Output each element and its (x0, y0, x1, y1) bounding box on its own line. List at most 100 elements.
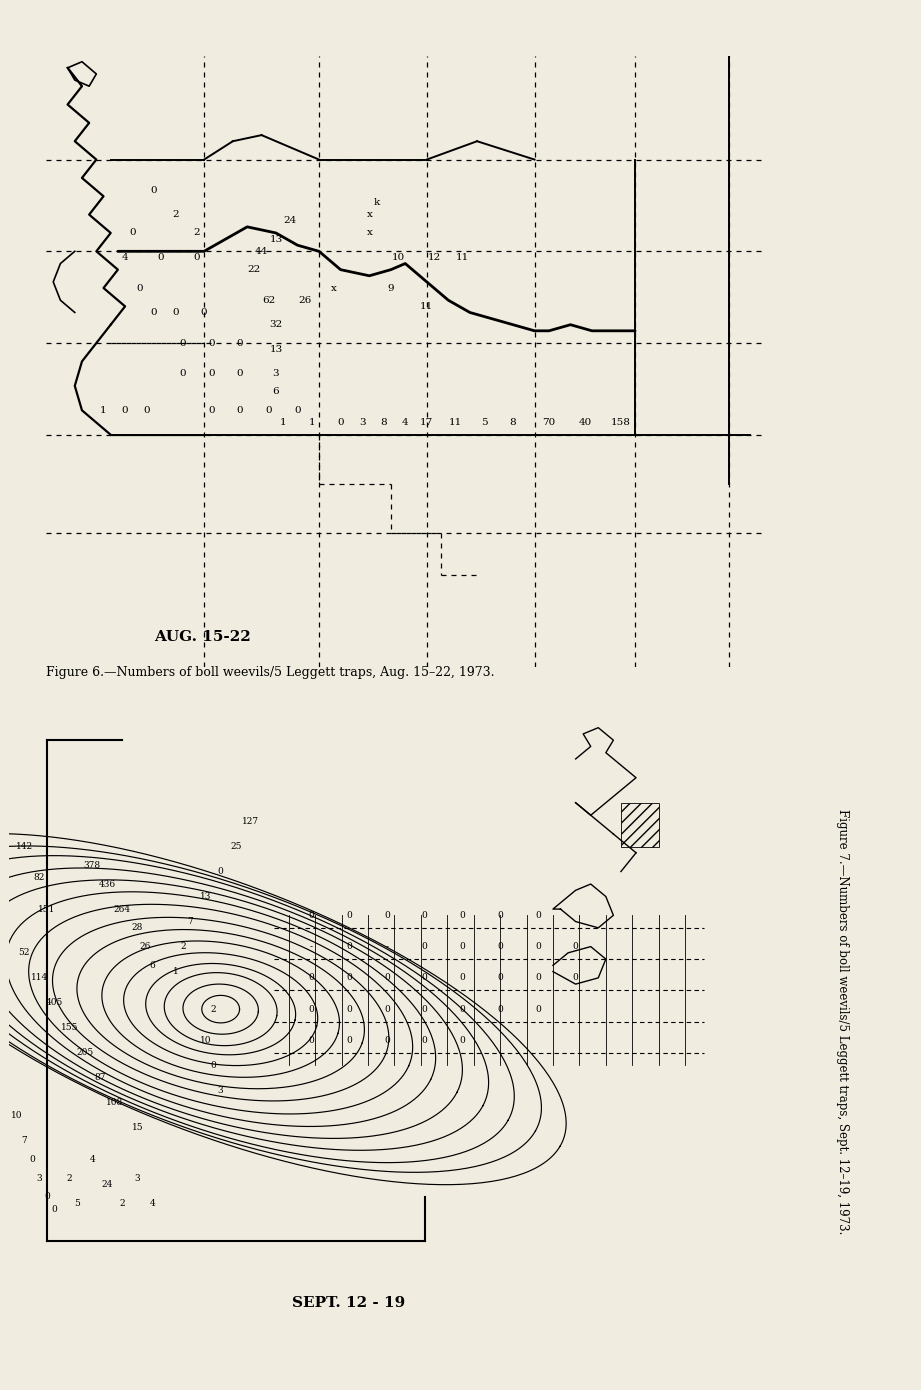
Text: Figure 7.—Numbers of boll weevils/5 Leggett traps, Sept. 12–19, 1973.: Figure 7.—Numbers of boll weevils/5 Legg… (836, 809, 849, 1234)
Text: 4: 4 (150, 1198, 156, 1208)
Text: Figure 6.—Numbers of boll weevils/5 Leggett traps, Aug. 15–22, 1973.: Figure 6.—Numbers of boll weevils/5 Legg… (46, 666, 495, 680)
Text: 1: 1 (309, 418, 315, 427)
Text: 436: 436 (99, 880, 116, 888)
Text: 0: 0 (497, 1005, 503, 1013)
Text: 264: 264 (114, 905, 131, 913)
Text: 8: 8 (380, 418, 387, 427)
Text: 24: 24 (101, 1180, 113, 1188)
Text: 4: 4 (122, 253, 128, 261)
Text: 2: 2 (181, 942, 186, 951)
Text: 26: 26 (298, 296, 311, 304)
Text: 10: 10 (200, 1036, 211, 1045)
Text: 0: 0 (497, 910, 503, 920)
Text: 26: 26 (139, 942, 151, 951)
Text: 11: 11 (456, 253, 470, 261)
Text: 0: 0 (535, 942, 541, 951)
Text: 0: 0 (136, 284, 143, 292)
Text: 9: 9 (388, 284, 394, 292)
Text: 0: 0 (122, 406, 128, 414)
Text: 0: 0 (180, 370, 186, 378)
Text: 0: 0 (460, 1036, 465, 1045)
Text: 87: 87 (94, 1073, 106, 1083)
Text: 5: 5 (481, 418, 487, 427)
Text: 0: 0 (309, 973, 314, 983)
Text: 10: 10 (391, 253, 404, 261)
Text: 1: 1 (172, 967, 179, 976)
Text: 6: 6 (150, 960, 156, 970)
Text: 5: 5 (75, 1198, 80, 1208)
Text: 0: 0 (422, 973, 427, 983)
Text: 0: 0 (497, 973, 503, 983)
Text: x: x (367, 228, 372, 238)
Text: AUG. 15-22: AUG. 15-22 (154, 630, 251, 644)
Text: 0: 0 (422, 1005, 427, 1013)
Text: 142: 142 (16, 842, 33, 851)
Text: 7: 7 (188, 917, 193, 926)
Text: 0: 0 (384, 973, 390, 983)
Text: -: - (309, 942, 313, 951)
Text: 0: 0 (150, 186, 157, 195)
Text: 13: 13 (200, 892, 211, 901)
Text: SEPT. 12 - 19: SEPT. 12 - 19 (293, 1295, 405, 1311)
Text: 0: 0 (208, 370, 215, 378)
Text: 25: 25 (230, 842, 241, 851)
Text: 0: 0 (237, 406, 243, 414)
Text: 0: 0 (460, 973, 465, 983)
Text: 11: 11 (449, 418, 462, 427)
Text: 151: 151 (39, 905, 55, 913)
Text: 3: 3 (218, 1086, 224, 1095)
Text: 0: 0 (265, 406, 272, 414)
Text: -: - (385, 942, 389, 951)
Text: 62: 62 (262, 296, 275, 304)
Text: 3: 3 (359, 418, 366, 427)
Text: 0: 0 (422, 1036, 427, 1045)
Text: 0: 0 (460, 942, 465, 951)
Text: 127: 127 (242, 817, 260, 826)
Text: 0: 0 (346, 973, 352, 983)
Text: 0: 0 (309, 910, 314, 920)
Text: 40: 40 (578, 418, 591, 427)
Text: 15: 15 (132, 1123, 144, 1133)
Text: 0: 0 (573, 973, 578, 983)
Text: 22: 22 (248, 265, 261, 274)
Text: 24: 24 (284, 217, 297, 225)
Text: 0: 0 (208, 406, 215, 414)
Text: 2: 2 (193, 228, 200, 238)
Text: 2: 2 (120, 1198, 125, 1208)
Text: 4: 4 (89, 1155, 95, 1163)
Text: 3: 3 (273, 370, 279, 378)
Text: 0: 0 (201, 309, 207, 317)
Text: 52: 52 (18, 948, 30, 958)
Text: 0: 0 (384, 1005, 390, 1013)
Text: 0: 0 (144, 406, 150, 414)
Text: 0: 0 (460, 910, 465, 920)
Text: 0: 0 (422, 942, 427, 951)
Text: 3: 3 (37, 1173, 42, 1183)
Text: 0: 0 (210, 1061, 216, 1070)
Text: 1: 1 (100, 406, 107, 414)
Text: 0: 0 (309, 1036, 314, 1045)
Text: 0: 0 (208, 339, 215, 348)
Text: 155: 155 (61, 1023, 78, 1033)
Text: 0: 0 (535, 910, 541, 920)
Text: 0: 0 (172, 309, 179, 317)
Text: 114: 114 (30, 973, 48, 983)
Text: 13: 13 (269, 235, 283, 243)
Text: 378: 378 (84, 860, 100, 870)
Text: 0: 0 (150, 309, 157, 317)
Text: 44: 44 (255, 247, 268, 256)
Text: 2: 2 (210, 1005, 216, 1013)
Text: 0: 0 (573, 942, 578, 951)
Text: 32: 32 (269, 320, 283, 329)
Text: 0: 0 (237, 339, 243, 348)
Text: k: k (373, 197, 379, 207)
Text: 0: 0 (535, 1005, 541, 1013)
Text: 2: 2 (67, 1173, 73, 1183)
Text: 3: 3 (134, 1173, 140, 1183)
Text: 0: 0 (346, 942, 352, 951)
Text: 1: 1 (280, 418, 286, 427)
Text: x: x (367, 210, 372, 220)
Text: 0: 0 (193, 253, 200, 261)
Text: 0: 0 (422, 910, 427, 920)
Text: 0: 0 (217, 867, 224, 876)
